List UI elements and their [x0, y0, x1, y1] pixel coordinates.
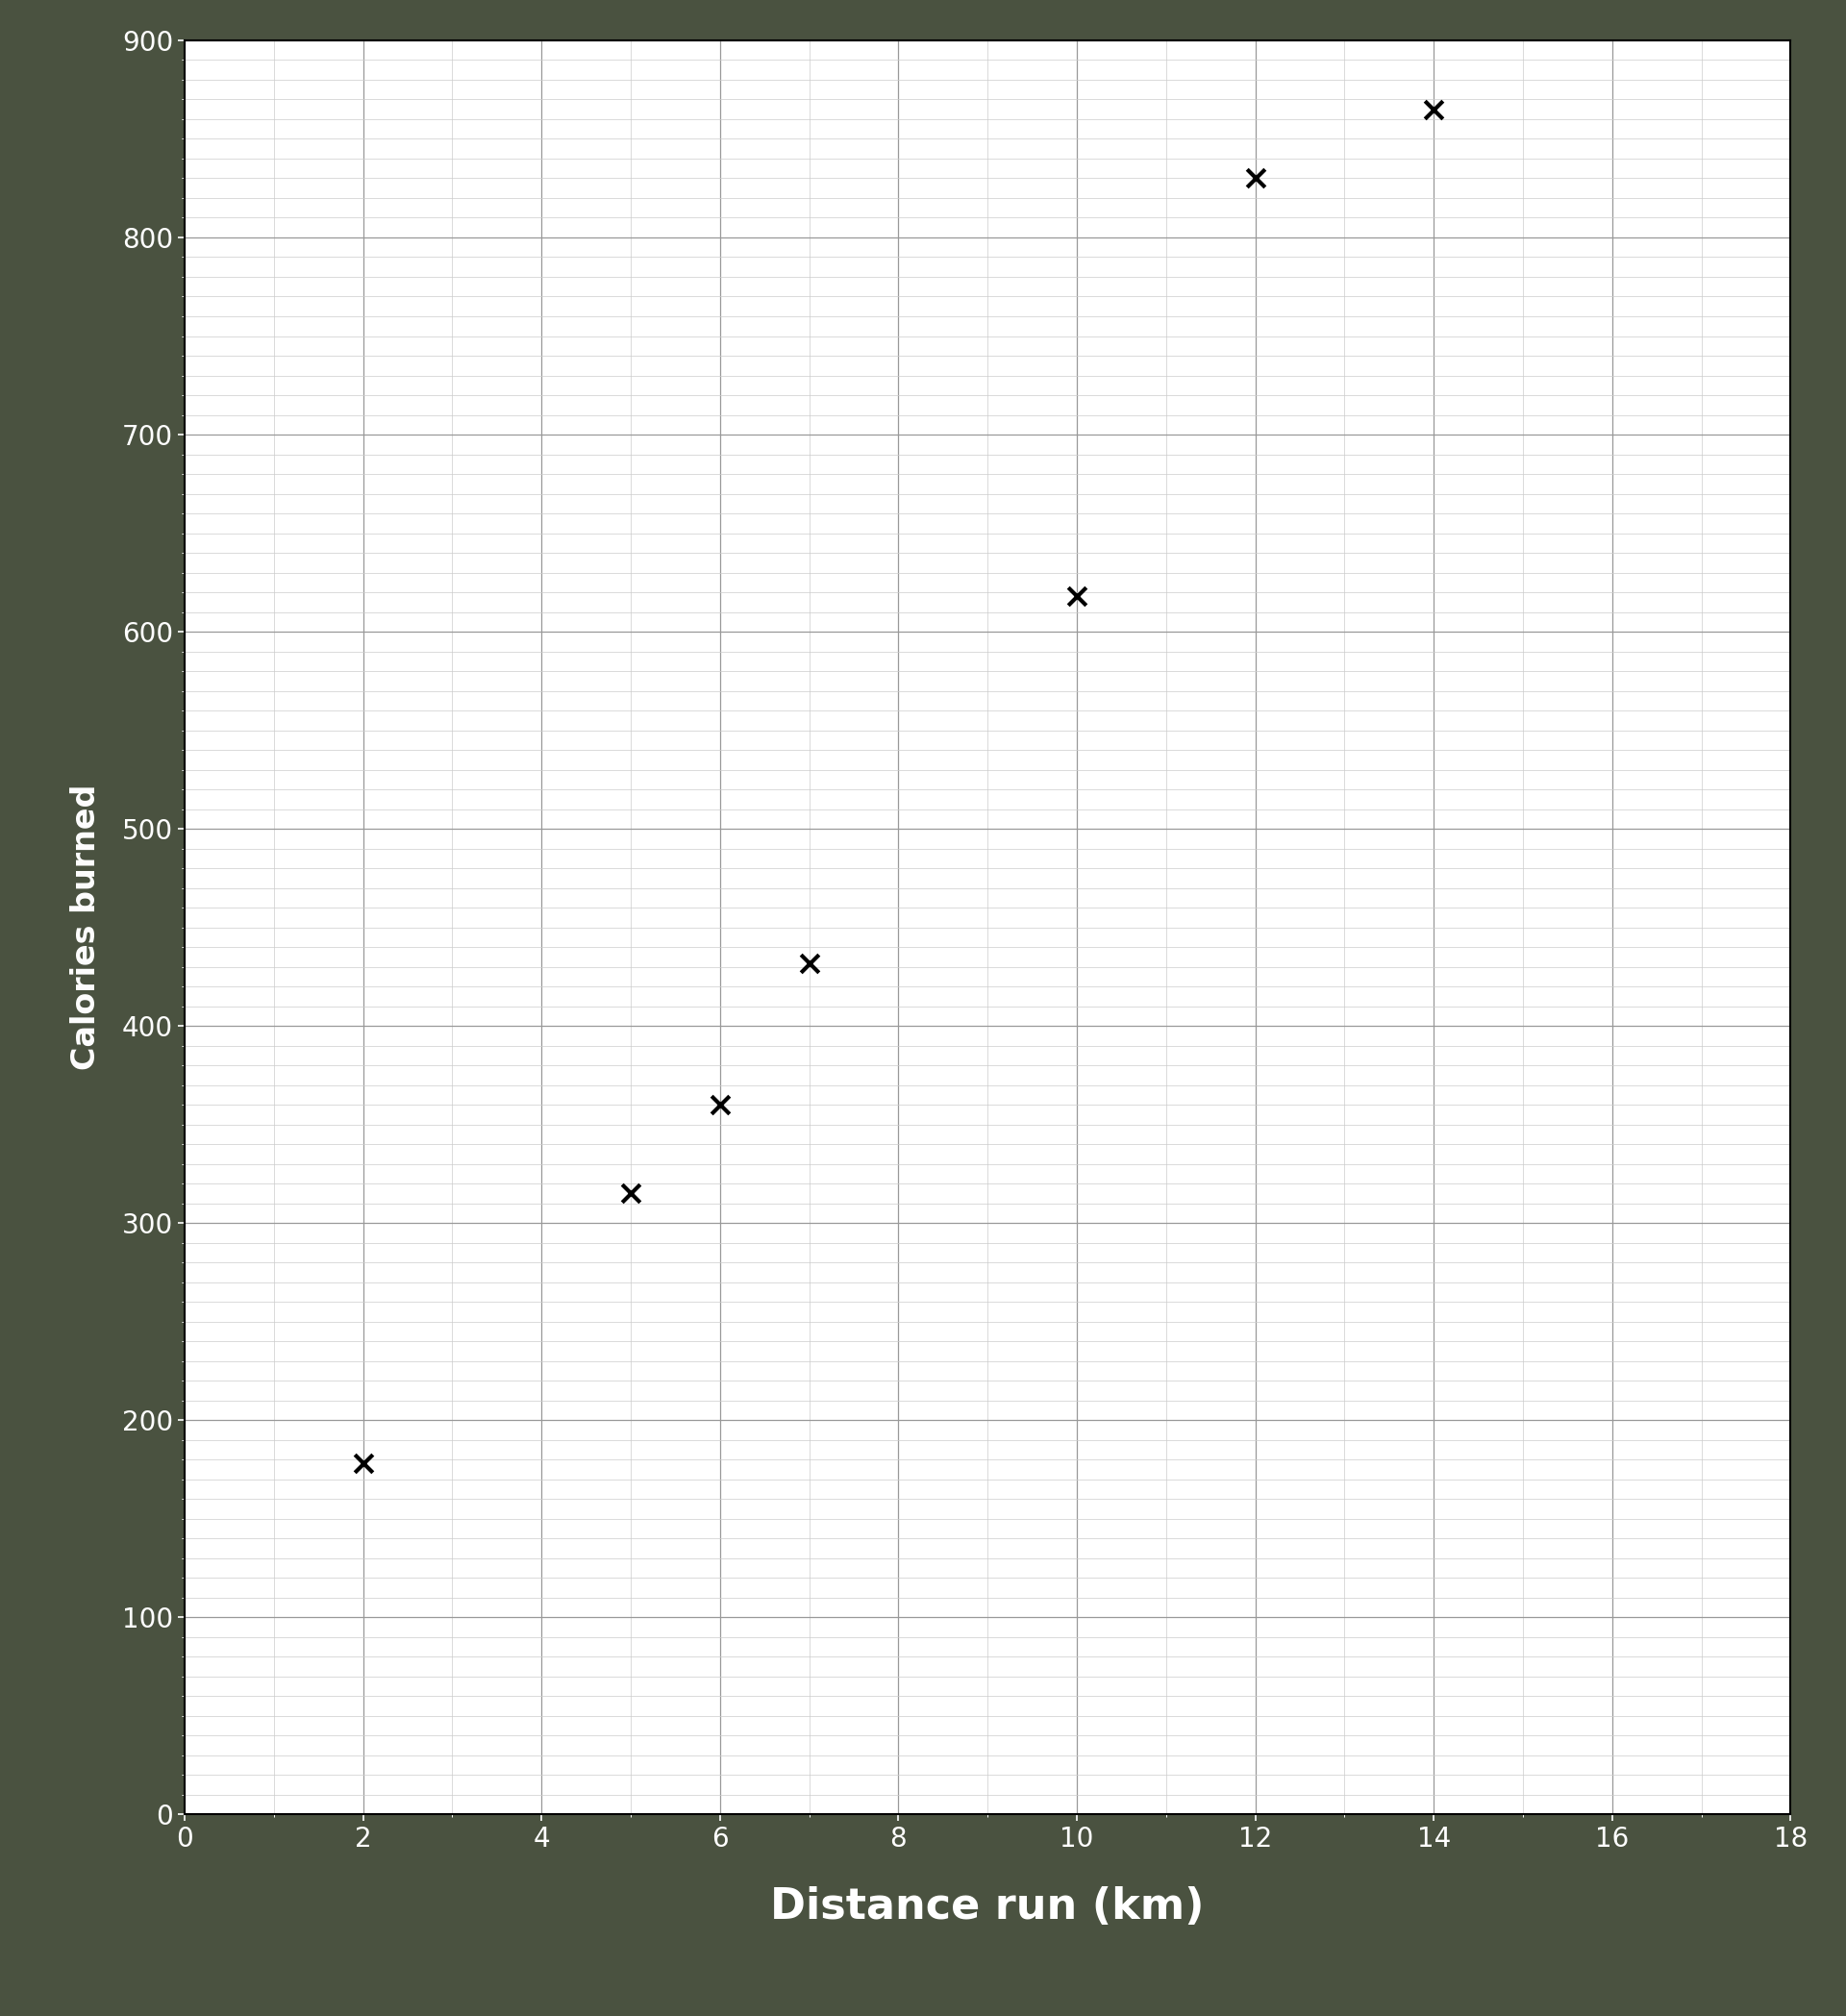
- Point: [349, 1447, 378, 1480]
- Point: [705, 1089, 735, 1121]
- Point: [617, 1177, 646, 1210]
- Point: [1061, 581, 1091, 613]
- Point: [1241, 161, 1270, 194]
- X-axis label: Distance run (km): Distance run (km): [770, 1887, 1205, 1927]
- Point: [1420, 93, 1449, 125]
- Y-axis label: Calories burned: Calories burned: [70, 784, 102, 1070]
- Point: [794, 948, 823, 980]
